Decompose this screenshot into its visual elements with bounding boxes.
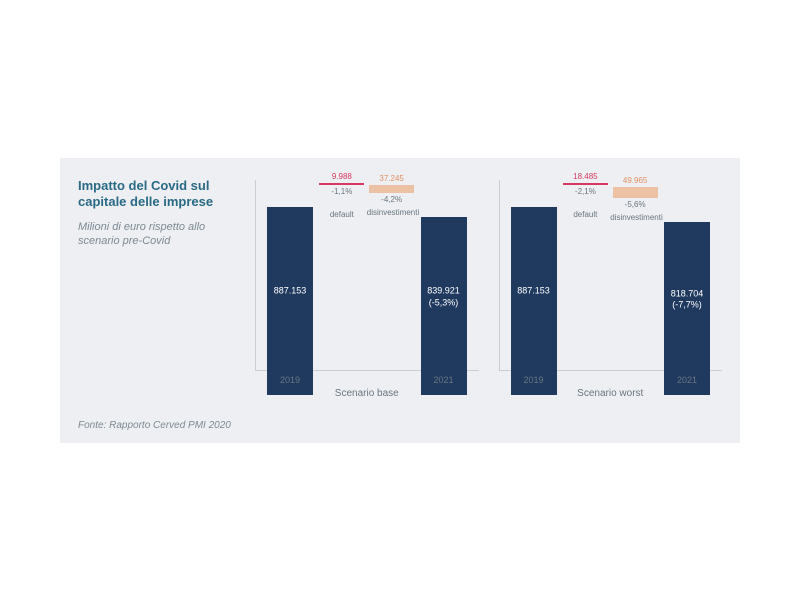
- chart-area: 887.153839.921(-5,3%)20192021Scenario ba…: [255, 180, 722, 395]
- scenario-label: Scenario worst: [499, 388, 723, 399]
- bar-end-value: 839.921(-5,3%): [421, 286, 467, 309]
- year-end: 2021: [664, 375, 710, 385]
- loss-disinvest-value: 49.965: [610, 176, 660, 185]
- bar-start: 887.153: [267, 207, 313, 394]
- loss-default-pct: -2,1%: [561, 187, 611, 196]
- page: Impatto del Covid sul capitale delle imp…: [0, 0, 800, 600]
- bar-end: 839.921(-5,3%): [421, 217, 467, 394]
- loss-disinvest-pct: -4,2%: [367, 195, 417, 204]
- loss-disinvest-bar: [613, 187, 658, 198]
- chart-subtitle: Milioni di euro rispetto allo scenario p…: [78, 220, 243, 249]
- scenario-label: Scenario base: [255, 388, 479, 399]
- bar-start: 887.153: [511, 207, 557, 394]
- chart-panel: Impatto del Covid sul capitale delle imp…: [60, 158, 740, 443]
- y-axis: [255, 180, 256, 370]
- waterfall-mid: 18.485-2,1%default49.965-5,6%disinvestim…: [561, 180, 661, 370]
- scenario-group: 887.153839.921(-5,3%)20192021Scenario ba…: [255, 180, 479, 395]
- loss-default-label: default: [317, 210, 367, 219]
- bar-end-value: 818.704(-7,7%): [664, 288, 710, 311]
- year-start: 2019: [267, 375, 313, 385]
- loss-default-value: 18.485: [561, 172, 611, 181]
- loss-default-bar: [319, 183, 364, 185]
- loss-default-value: 9.988: [317, 172, 367, 181]
- loss-disinvest-bar: [369, 185, 414, 193]
- loss-disinvest-pct: -5,6%: [610, 200, 660, 209]
- loss-disinvest-label: disinvestimenti: [610, 213, 660, 222]
- bar-end: 818.704(-7,7%): [664, 222, 710, 395]
- chart-source: Fonte: Rapporto Cerved PMI 2020: [78, 420, 231, 431]
- loss-default-pct: -1,1%: [317, 187, 367, 196]
- loss-disinvest-label: disinvestimenti: [367, 208, 417, 217]
- year-end: 2021: [421, 375, 467, 385]
- chart-title: Impatto del Covid sul capitale delle imp…: [78, 178, 243, 211]
- bar-start-value: 887.153: [511, 286, 557, 297]
- waterfall-mid: 9.988-1,1%default37.245-4,2%disinvestime…: [317, 180, 417, 370]
- title-block: Impatto del Covid sul capitale delle imp…: [78, 178, 243, 249]
- loss-disinvest-value: 37.245: [367, 174, 417, 183]
- scenario-group: 887.153818.704(-7,7%)20192021Scenario wo…: [499, 180, 723, 395]
- loss-default-bar: [563, 183, 608, 185]
- year-start: 2019: [511, 375, 557, 385]
- bar-start-value: 887.153: [267, 286, 313, 297]
- loss-default-label: default: [561, 210, 611, 219]
- y-axis: [499, 180, 500, 370]
